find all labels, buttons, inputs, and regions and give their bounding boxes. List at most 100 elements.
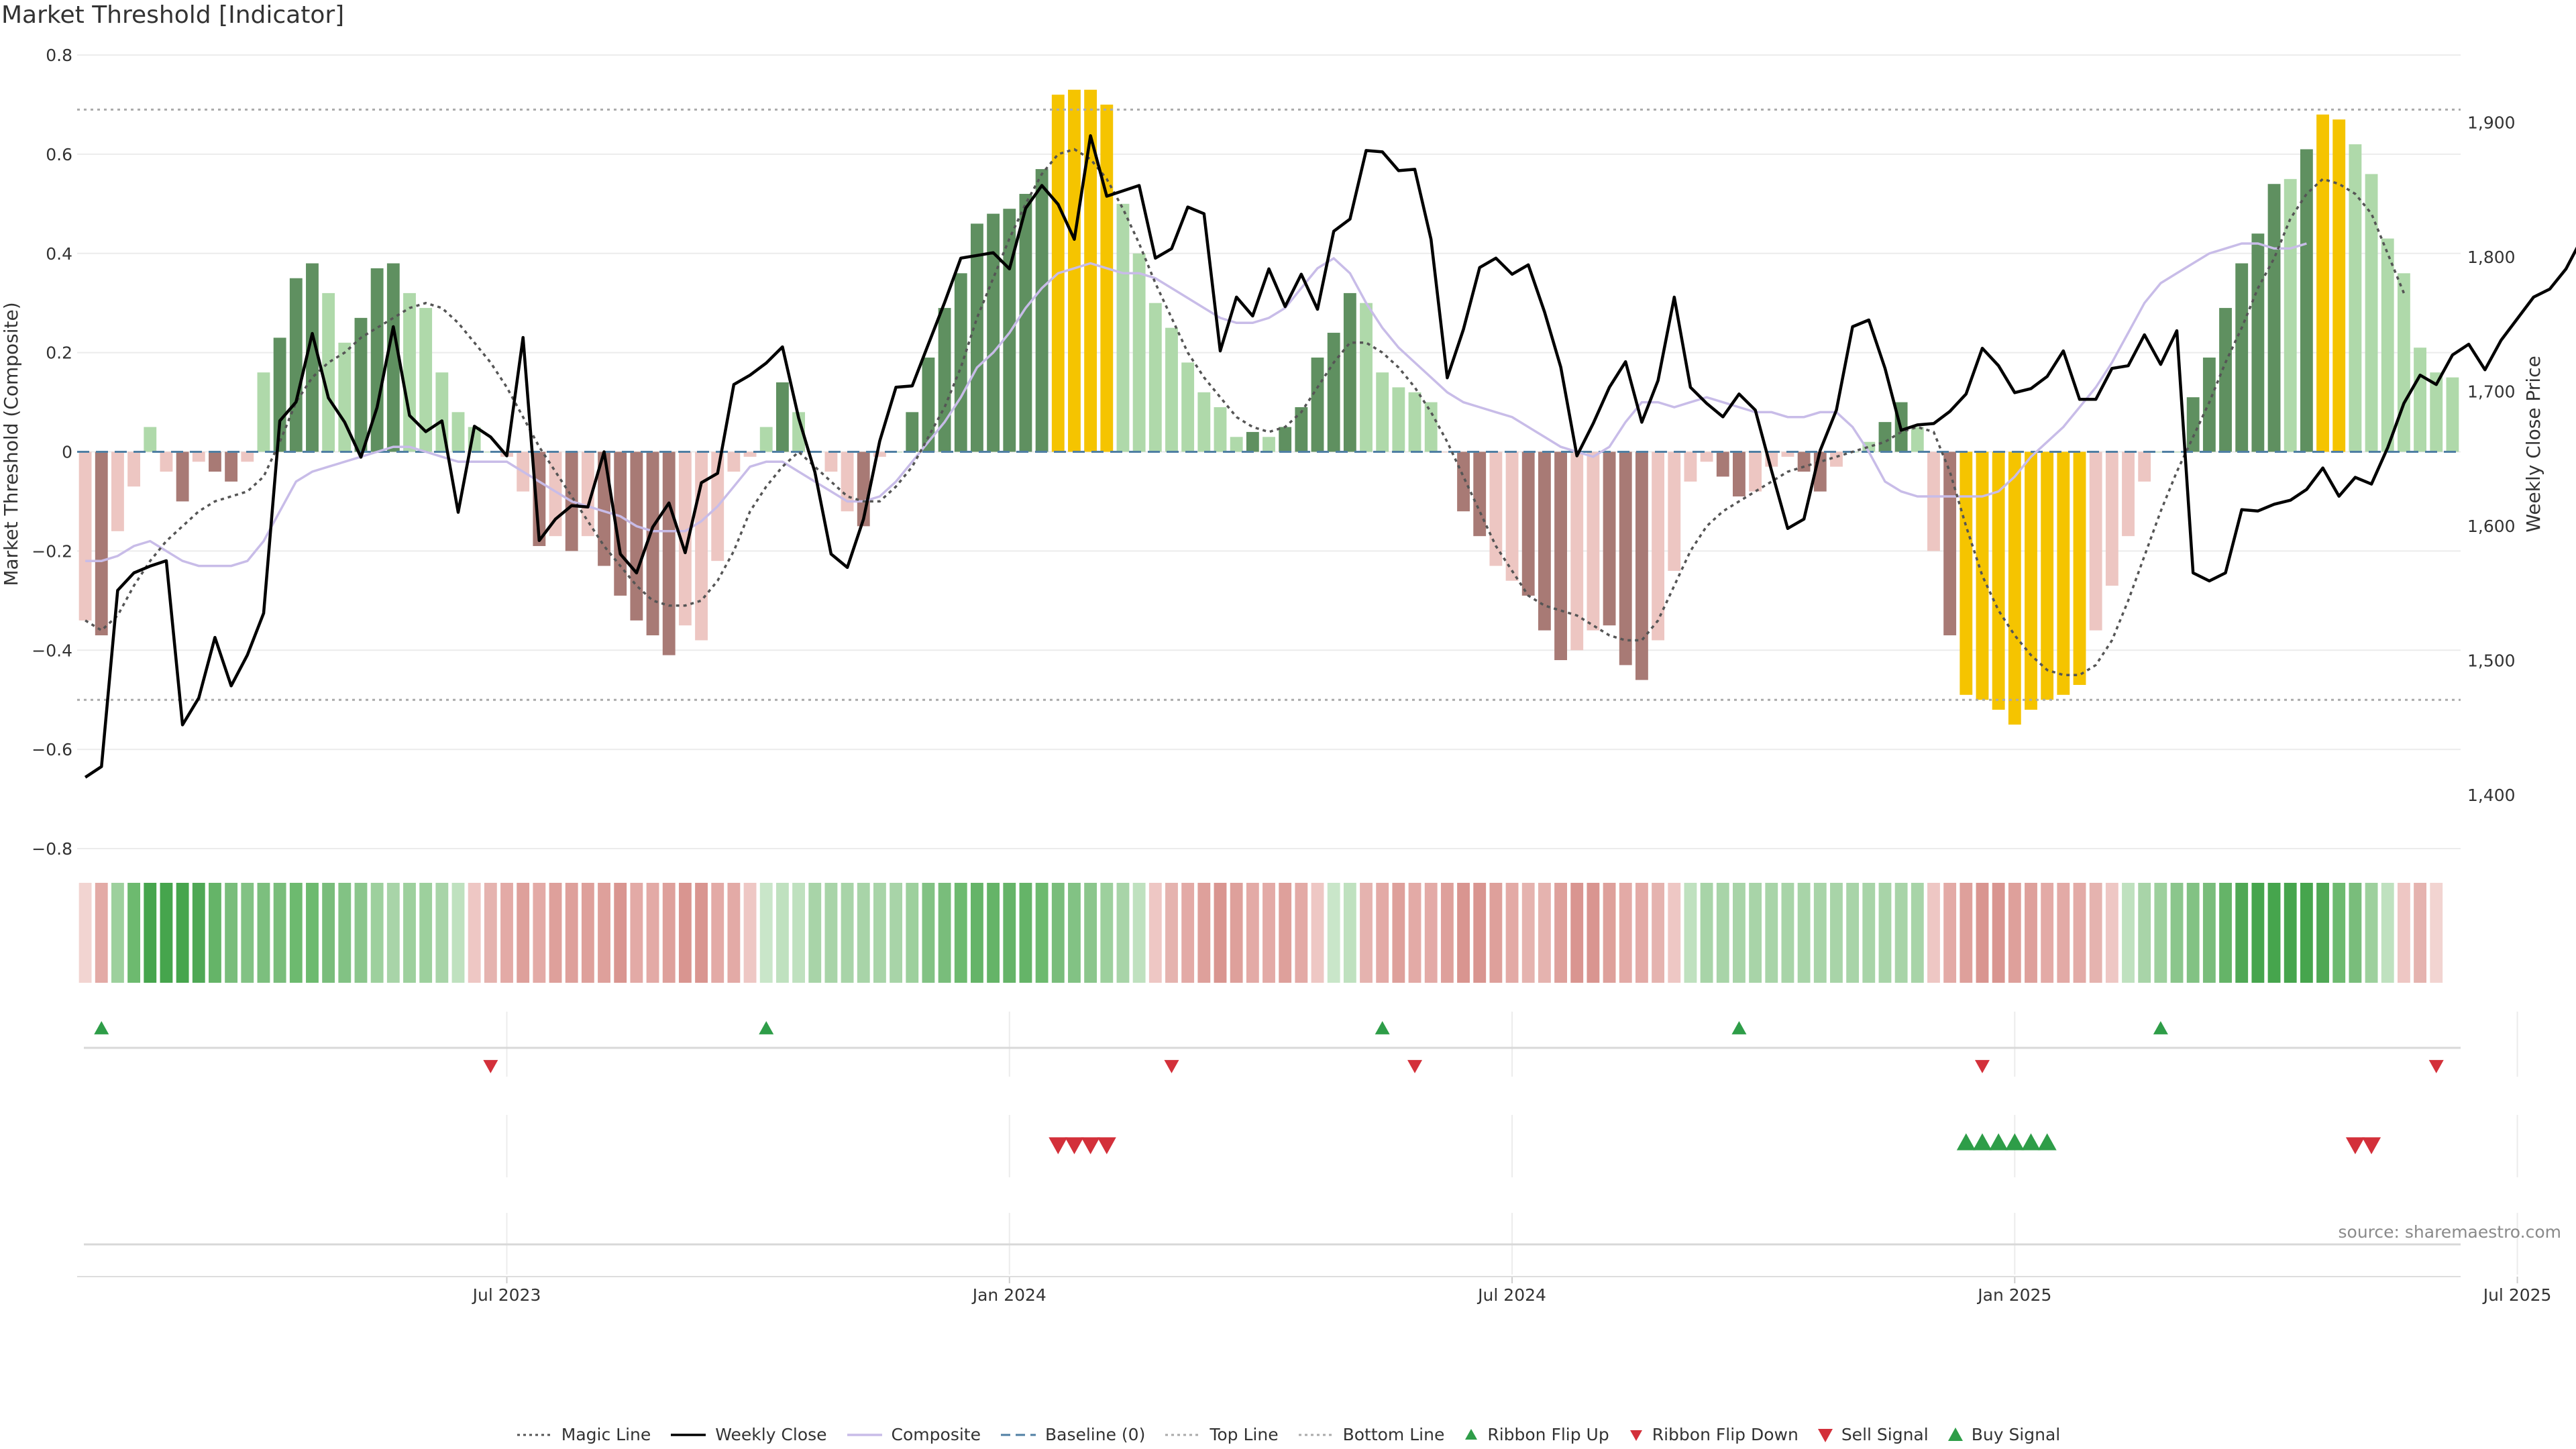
ribbon-cell bbox=[1148, 883, 1162, 983]
ribbon-cell bbox=[1765, 883, 1778, 983]
composite-bar bbox=[2089, 451, 2102, 631]
ribbon-cell bbox=[841, 883, 854, 983]
ribbon-flip-up-marker bbox=[2153, 1021, 2168, 1034]
composite-bar bbox=[322, 292, 335, 452]
ribbon-cell bbox=[2025, 883, 2037, 983]
legend-swatch-icon bbox=[1165, 1434, 1201, 1436]
composite-bar bbox=[792, 412, 805, 452]
y-tick-label-left: −0.4 bbox=[32, 641, 72, 660]
ribbon-cell bbox=[370, 883, 384, 983]
composite-bar bbox=[2235, 263, 2249, 452]
buy-signal-marker bbox=[1989, 1133, 2008, 1150]
y-tick-label-right: 1,600 bbox=[2467, 517, 2516, 536]
sell-signal-marker bbox=[1049, 1137, 1068, 1155]
composite-bar bbox=[1311, 358, 1324, 452]
composite-bar bbox=[1263, 437, 1275, 452]
composite-bar bbox=[1538, 451, 1551, 631]
ribbon-flip-up-marker bbox=[759, 1021, 774, 1034]
composite-bar bbox=[1165, 327, 1178, 452]
composite-bar bbox=[403, 292, 416, 452]
ribbon-cell bbox=[922, 883, 935, 983]
ribbon-cell bbox=[1797, 883, 1811, 983]
ribbon-cell bbox=[1813, 883, 1827, 983]
y-tick-label-left: 0.8 bbox=[46, 46, 72, 65]
ribbon-cell bbox=[1424, 883, 1438, 983]
ribbon-cell bbox=[533, 883, 546, 983]
ribbon-cell bbox=[2381, 883, 2394, 983]
y-tick-label-left: −0.2 bbox=[32, 541, 72, 561]
composite-bar bbox=[1554, 451, 1567, 661]
ribbon-cell bbox=[873, 883, 886, 983]
composite-bar bbox=[1862, 441, 1876, 452]
ribbon-cell bbox=[727, 883, 741, 983]
ribbon-cell bbox=[1652, 883, 1665, 983]
ribbon-cell bbox=[403, 883, 416, 983]
composite-bar bbox=[2316, 114, 2329, 452]
ribbon-cell bbox=[1960, 883, 1973, 983]
legend-triangle bbox=[1465, 1428, 1478, 1440]
composite-bar bbox=[2446, 377, 2459, 452]
sell-signal-marker bbox=[2362, 1137, 2381, 1155]
ribbon-cell bbox=[517, 883, 530, 983]
composite-bar bbox=[1668, 451, 1681, 571]
composite-bar bbox=[1587, 451, 1600, 631]
composite-bar bbox=[824, 451, 838, 472]
legend-label: Top Line bbox=[1210, 1425, 1279, 1444]
ribbon-cell bbox=[2414, 883, 2427, 983]
x-tick-label: Jan 2024 bbox=[971, 1285, 1046, 1305]
legend-swatch-icon bbox=[671, 1433, 706, 1436]
composite-bar bbox=[338, 342, 352, 452]
sell-signal-marker bbox=[1081, 1137, 1100, 1155]
ribbon-cell bbox=[630, 883, 643, 983]
ribbon-cell bbox=[2300, 883, 2313, 983]
weekly-close-line bbox=[84, 134, 2576, 779]
ribbon-cell bbox=[1408, 883, 1421, 983]
composite-bar bbox=[1878, 422, 1892, 452]
signal-panels bbox=[84, 1021, 2461, 1246]
legend-swatch-icon bbox=[1947, 1427, 1963, 1441]
ribbon-cell bbox=[338, 883, 352, 983]
composite-bar bbox=[1489, 451, 1503, 566]
ribbon-cell bbox=[1635, 883, 1648, 983]
legend-label: Baseline (0) bbox=[1044, 1425, 1146, 1444]
x-tick-label: Jul 2023 bbox=[472, 1285, 541, 1305]
ribbon-cell bbox=[2041, 883, 2054, 983]
chart-title: Market Threshold [Indicator] bbox=[1, 1, 345, 29]
ribbon-cell bbox=[971, 883, 983, 983]
composite-bar bbox=[1132, 253, 1146, 452]
legend-swatch-icon bbox=[517, 1434, 552, 1436]
composite-bar bbox=[971, 223, 983, 452]
ribbon-cell bbox=[1003, 883, 1016, 983]
composite-line bbox=[85, 242, 2307, 568]
ribbon-cell bbox=[792, 883, 805, 983]
ribbon-cell bbox=[1976, 883, 1989, 983]
legend-item: Bottom Line bbox=[1297, 1425, 1444, 1444]
ribbon-cell bbox=[1116, 883, 1130, 983]
ribbon-cell bbox=[695, 883, 708, 983]
composite-bar bbox=[2300, 149, 2313, 452]
composite-bar bbox=[1911, 427, 1924, 452]
ribbon-flip-up-marker bbox=[1731, 1021, 1747, 1034]
composite-bar bbox=[1392, 387, 1405, 452]
ribbon-cell bbox=[1619, 883, 1632, 983]
composite-bar bbox=[1652, 451, 1665, 641]
composite-bar bbox=[2397, 273, 2410, 452]
composite-bar bbox=[1700, 451, 1713, 462]
grid-layer bbox=[77, 54, 2518, 1275]
composite-bar bbox=[581, 451, 594, 537]
legend-label: Composite bbox=[891, 1425, 981, 1444]
ribbon-cell bbox=[500, 883, 513, 983]
ribbon-cell bbox=[1927, 883, 1940, 983]
ribbon-cell bbox=[2057, 883, 2070, 983]
ribbon-cell bbox=[1132, 883, 1146, 983]
axis-layer: 0.8 0.6 0.4 0.2 0 −0.2 −0.4 −0.6 −0.8 1,900 1,800 1… bbox=[32, 46, 2515, 859]
composite-bar bbox=[1181, 362, 1195, 452]
composite-bar bbox=[419, 308, 433, 452]
composite-bar bbox=[1457, 451, 1470, 512]
composite-bar bbox=[1295, 407, 1308, 452]
composite-bar bbox=[662, 451, 676, 655]
ribbon-cell bbox=[759, 883, 773, 983]
ribbon-flip-down-marker bbox=[1164, 1060, 1179, 1073]
ribbon-cell bbox=[1457, 883, 1470, 983]
composite-bar bbox=[2170, 451, 2184, 453]
